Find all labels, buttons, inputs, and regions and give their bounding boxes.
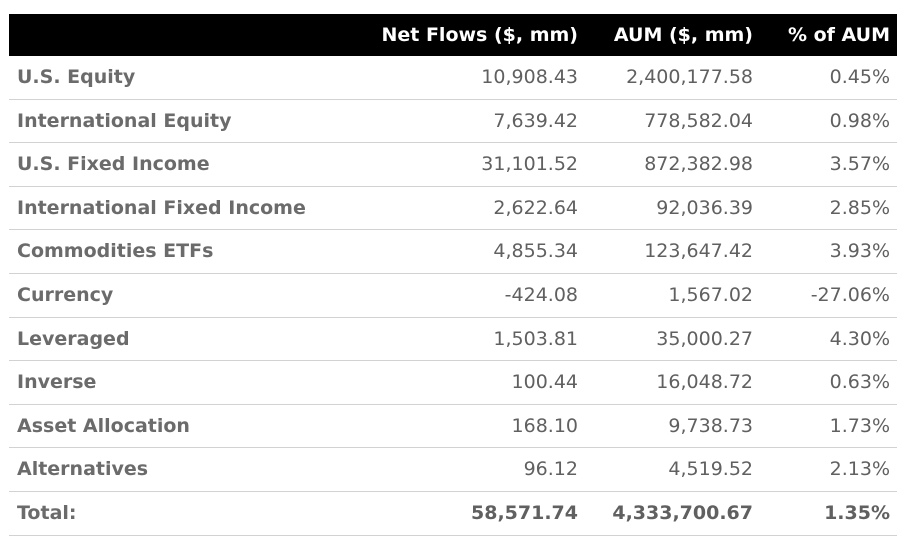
row-label: Leveraged [17,327,130,350]
net-flows-cell: 10,908.43 [481,66,578,88]
table-row: Inverse 100.44 16,048.72 0.63% [9,361,897,405]
aum-cell: 2,400,177.58 [626,66,753,88]
row-label: U.S. Fixed Income [17,153,210,176]
net-flows-cell: 31,101.52 [481,153,578,176]
net-flows-cell: 100.44 [511,371,578,394]
aum-cell: 1,567.02 [668,283,753,306]
row-label: Commodities ETFs [17,240,214,263]
aum-cell: 872,382.98 [644,153,753,176]
pct-aum-cell: 3.93% [829,240,890,263]
row-label: Asset Allocation [17,414,190,437]
pct-aum-cell: 2.85% [829,196,890,219]
table-row: International Fixed Income 2,622.64 92,0… [9,187,897,231]
row-label: International Fixed Income [17,196,306,219]
pct-aum-cell: -27.06% [810,283,890,306]
etf-flows-table: Net Flows ($, mm) AUM ($, mm) % of AUM U… [9,14,897,536]
net-flows-cell: -424.08 [504,283,578,306]
aum-cell: 4,519.52 [668,458,753,481]
table-row: U.S. Equity 10,908.43 2,400,177.58 0.45% [9,56,897,100]
row-label: International Equity [17,109,232,132]
total-net-flows-cell: 58,571.74 [471,501,578,524]
pct-aum-cell: 2.13% [829,458,890,481]
header-aum: AUM ($, mm) [613,24,753,46]
net-flows-cell: 1,503.81 [493,327,578,350]
total-row: Total: 58,571.74 4,333,700.67 1.35% [9,492,897,536]
net-flows-cell: 7,639.42 [493,109,578,132]
table-row: International Equity 7,639.42 778,582.04… [9,100,897,144]
net-flows-cell: 2,622.64 [493,196,578,219]
aum-cell: 123,647.42 [644,240,753,263]
aum-cell: 778,582.04 [644,109,753,132]
table-row: Leveraged 1,503.81 35,000.27 4.30% [9,318,897,362]
total-label: Total: [17,501,77,524]
table-header: Net Flows ($, mm) AUM ($, mm) % of AUM [9,14,897,56]
table-row: Asset Allocation 168.10 9,738.73 1.73% [9,405,897,449]
total-aum-cell: 4,333,700.67 [612,501,753,524]
pct-aum-cell: 4.30% [829,327,890,350]
row-label: Currency [17,283,114,306]
row-label: Alternatives [17,458,149,481]
net-flows-cell: 168.10 [511,414,578,437]
aum-cell: 35,000.27 [656,327,753,350]
aum-cell: 16,048.72 [656,371,753,394]
table-row: Commodities ETFs 4,855.34 123,647.42 3.9… [9,230,897,274]
table-row: U.S. Fixed Income 31,101.52 872,382.98 3… [9,143,897,187]
aum-cell: 92,036.39 [656,196,753,219]
pct-aum-cell: 1.73% [829,414,890,437]
pct-aum-cell: 0.45% [829,66,890,88]
pct-aum-cell: 3.57% [829,153,890,176]
pct-aum-cell: 0.63% [829,371,890,394]
net-flows-cell: 96.12 [523,458,578,481]
table-row: Alternatives 96.12 4,519.52 2.13% [9,448,897,492]
header-pct-of-aum: % of AUM [787,24,890,46]
aum-cell: 9,738.73 [668,414,753,437]
total-pct-aum-cell: 1.35% [824,501,890,524]
net-flows-cell: 4,855.34 [493,240,578,263]
pct-aum-cell: 0.98% [829,109,890,132]
row-label: Inverse [17,371,97,394]
header-net-flows: Net Flows ($, mm) [381,24,578,46]
row-label: U.S. Equity [17,66,136,88]
table-row: Currency -424.08 1,567.02 -27.06% [9,274,897,318]
